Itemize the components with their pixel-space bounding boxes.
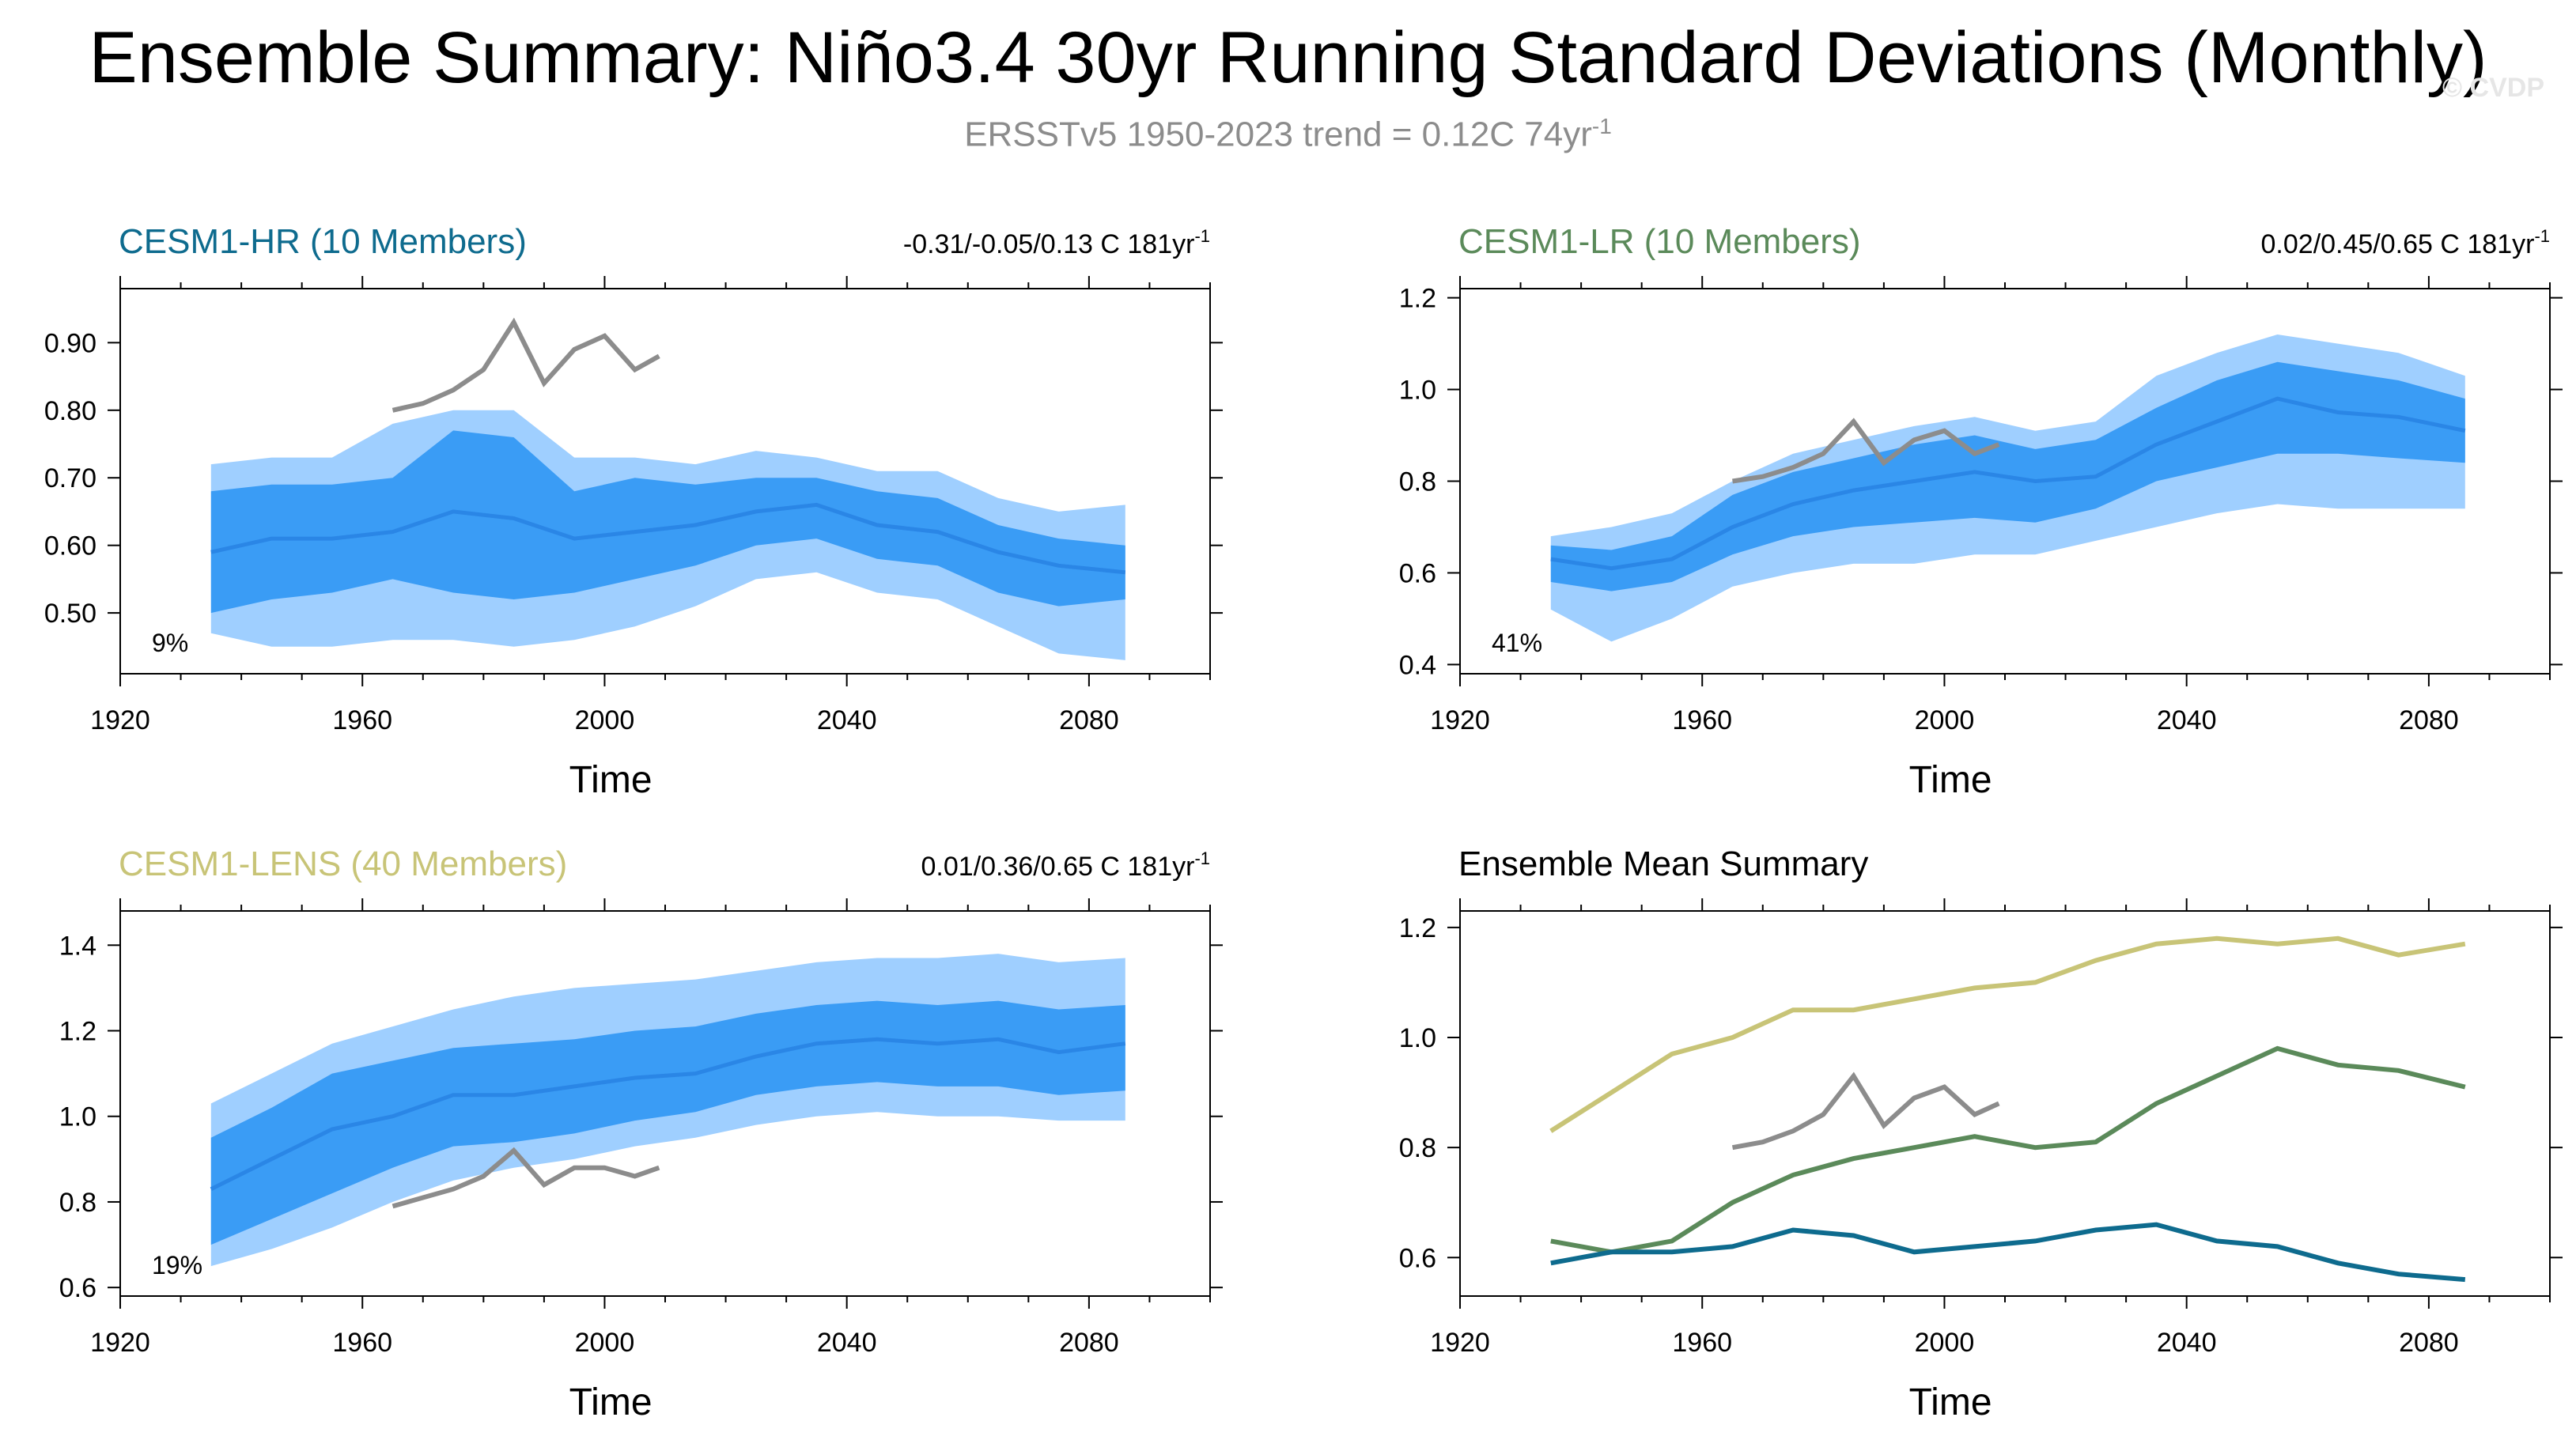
x-tick-label: 1960 xyxy=(1672,1328,1732,1358)
x-tick-label: 2080 xyxy=(2399,1328,2459,1358)
x-axis-label: Time xyxy=(569,1381,653,1423)
y-tick-label: 1.0 xyxy=(59,1102,96,1132)
y-tick-label: 0.50 xyxy=(44,599,96,629)
series-line-cesm1-lr xyxy=(1550,1045,2466,1255)
inner-spread-band xyxy=(210,1000,1125,1245)
plot-frame xyxy=(1459,910,2551,1297)
y-tick-label: 0.8 xyxy=(1399,467,1436,497)
observation-line xyxy=(1731,1071,2000,1151)
ensemble-mean-line xyxy=(1550,396,2466,571)
percent-label: 9% xyxy=(152,629,188,657)
x-tick-label: 1960 xyxy=(332,705,392,735)
x-tick-label: 2000 xyxy=(575,1328,635,1358)
y-tick-label: 0.8 xyxy=(59,1188,96,1218)
series-line-cesm1-lens xyxy=(1549,935,2466,1133)
ensemble-mean-line xyxy=(210,1037,1126,1191)
panel-stat: 0.01/0.36/0.65 C 181yr-1 xyxy=(921,848,1210,882)
panel-cesm1-hr: CESM1-HR (10 Members) -0.31/-0.05/0.13 C … xyxy=(44,222,1223,801)
x-tick-label: 2080 xyxy=(2399,705,2459,735)
series-line-cesm1-hr xyxy=(1550,1222,2466,1283)
stat-text: 0.02/0.45/0.65 C 181yr xyxy=(2261,229,2535,259)
x-tick-label: 1920 xyxy=(90,705,150,735)
x-tick-label: 2000 xyxy=(1915,705,1975,735)
x-tick-label: 2040 xyxy=(817,705,877,735)
percent-label: 19% xyxy=(152,1251,202,1279)
panel-stat: 0.02/0.45/0.65 C 181yr-1 xyxy=(2261,226,2550,259)
panel-cesm1-lens: CESM1-LENS (40 Members) 0.01/0.36/0.65 C … xyxy=(59,845,1223,1423)
y-tick-label: 0.6 xyxy=(1399,1243,1436,1273)
panel-title: CESM1-LENS (40 Members) xyxy=(119,845,567,883)
x-tick-label: 2000 xyxy=(1915,1328,1975,1358)
x-tick-label: 2080 xyxy=(1059,1328,1119,1358)
y-tick-label: 1.0 xyxy=(1399,1023,1436,1053)
y-tick-label: 1.2 xyxy=(1399,913,1436,943)
panel-title: CESM1-LR (10 Members) xyxy=(1458,222,1861,261)
x-tick-label: 1960 xyxy=(332,1328,392,1358)
stat-exponent: -1 xyxy=(2534,226,2550,246)
observation-line xyxy=(1732,418,2000,484)
stat-text: 0.01/0.36/0.65 C 181yr xyxy=(921,852,1195,882)
y-tick-label: 0.90 xyxy=(44,328,96,358)
figure-subtitle: ERSSTv5 1950-2023 trend = 0.12C 74yr-1 xyxy=(0,103,2576,159)
x-tick-label: 2080 xyxy=(1059,705,1119,735)
x-tick-label: 2040 xyxy=(2157,705,2217,735)
x-axis-label: Time xyxy=(1909,759,1992,801)
panel-ensemble-mean-summary: Ensemble Mean Summary 1920 1960 2000 2040 208… xyxy=(1399,845,2563,1423)
panel-title: Ensemble Mean Summary xyxy=(1458,845,1868,883)
y-tick-label: 0.4 xyxy=(1399,650,1436,680)
x-tick-label: 2040 xyxy=(817,1328,877,1358)
x-tick-label: 1920 xyxy=(90,1328,150,1358)
y-tick-label: 0.6 xyxy=(59,1273,96,1303)
subtitle-text: ERSSTv5 1950-2023 trend = 0.12C 74yr xyxy=(964,115,1592,154)
inner-spread-band xyxy=(210,430,1125,614)
percent-label: 41% xyxy=(1492,629,1542,657)
stat-text: -0.31/-0.05/0.13 C 181yr xyxy=(903,229,1195,259)
y-tick-label: 1.2 xyxy=(59,1017,96,1047)
y-tick-label: 0.8 xyxy=(1399,1133,1436,1163)
panel-stat: -0.31/-0.05/0.13 C 181yr-1 xyxy=(903,226,1210,259)
y-tick-label: 0.80 xyxy=(44,396,96,426)
observation-line xyxy=(392,317,660,413)
observation-line xyxy=(392,1147,660,1209)
x-tick-label: 1920 xyxy=(1430,1328,1490,1358)
panel-title: CESM1-HR (10 Members) xyxy=(119,222,527,261)
x-tick-label: 1960 xyxy=(1672,705,1732,735)
y-tick-label: 0.70 xyxy=(44,463,96,493)
stat-exponent: -1 xyxy=(1194,226,1210,246)
cvdp-watermark: © CVDP xyxy=(2442,73,2544,103)
figure-title: Ensemble Summary: Niño3.4 30yr Running S… xyxy=(89,17,2487,98)
x-axis-label: Time xyxy=(1909,1381,1992,1423)
stat-exponent: -1 xyxy=(1194,848,1210,868)
y-tick-label: 0.6 xyxy=(1399,558,1436,588)
subtitle-exponent: -1 xyxy=(1591,114,1612,138)
ensemble-mean-line xyxy=(210,502,1126,575)
y-tick-label: 1.2 xyxy=(1399,284,1436,314)
panel-cesm1-lr: CESM1-LR (10 Members) 0.02/0.45/0.65 C 18… xyxy=(1399,222,2563,801)
y-tick-label: 0.60 xyxy=(44,531,96,561)
y-tick-label: 1.0 xyxy=(1399,376,1436,406)
x-axis-label: Time xyxy=(569,759,653,801)
x-tick-label: 2040 xyxy=(2157,1328,2217,1358)
y-tick-label: 1.4 xyxy=(59,931,96,961)
x-tick-label: 1920 xyxy=(1430,705,1490,735)
x-tick-label: 2000 xyxy=(575,705,635,735)
